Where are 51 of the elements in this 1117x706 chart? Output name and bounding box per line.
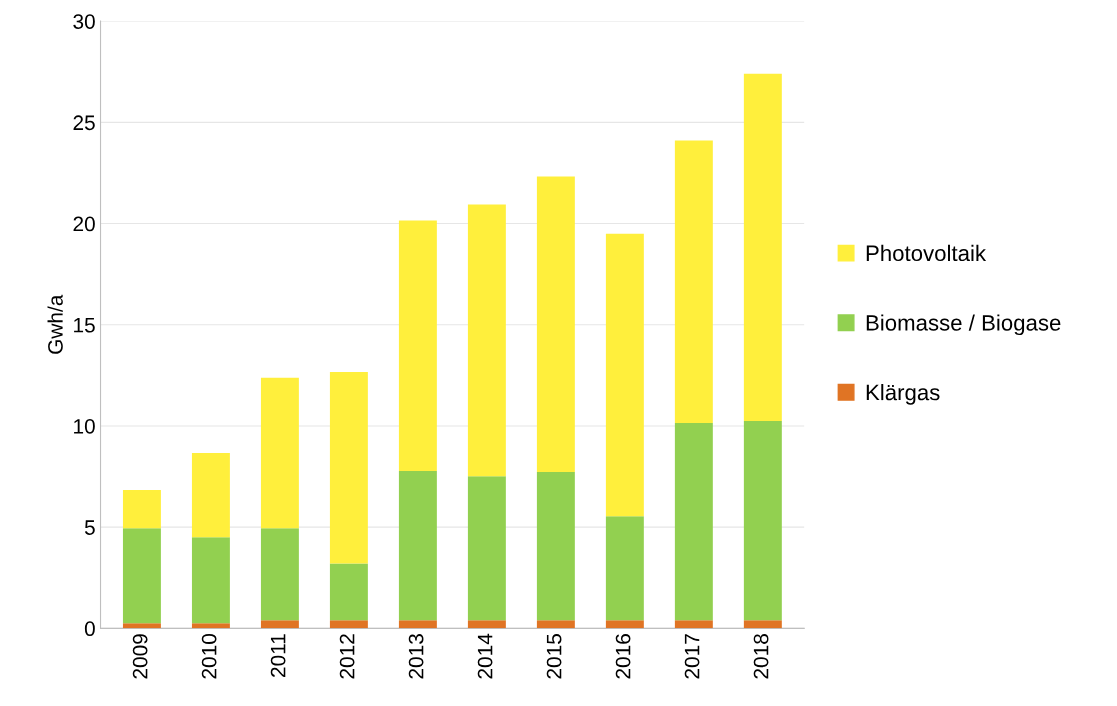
bar	[191, 453, 230, 538]
bar	[674, 620, 713, 629]
y-tick-label: 25	[73, 115, 95, 131]
bar	[674, 422, 713, 621]
bar	[398, 471, 437, 621]
x-tick-label: 2015	[546, 634, 562, 679]
bar	[260, 528, 299, 621]
x-tick-label: 2014	[477, 633, 493, 679]
x-tick-label: 2010	[201, 634, 217, 679]
bar	[743, 73, 782, 421]
bar	[191, 623, 230, 629]
legend-label: Photovoltaik	[866, 244, 987, 262]
y-tick-label: 5	[84, 520, 95, 535]
bar	[674, 140, 713, 423]
x-tick-label: 2018	[753, 634, 769, 679]
x-tick-label: 2017	[684, 634, 700, 679]
x-tick-label: 2013	[408, 634, 424, 679]
bar	[536, 176, 575, 473]
bar	[743, 620, 782, 629]
x-tick-label: 2016	[615, 634, 631, 679]
bar	[605, 620, 644, 629]
y-tick-label: 15	[74, 317, 95, 333]
bar	[398, 220, 437, 472]
bar	[260, 620, 299, 629]
x-tick-label: 2009	[132, 634, 148, 679]
bar	[122, 623, 161, 629]
bar	[536, 472, 575, 621]
y-tick-label: 30	[73, 14, 95, 29]
bar	[743, 420, 782, 621]
bar	[467, 620, 506, 629]
bar	[467, 476, 506, 621]
bar	[329, 371, 368, 564]
legend-label: Klärgas	[866, 384, 940, 405]
bar	[329, 563, 368, 621]
bar	[329, 620, 368, 629]
legend-label: Biomasse / Biogase	[866, 314, 1061, 336]
bar	[122, 490, 161, 529]
y-axis-title: Gwh/a	[47, 294, 63, 354]
bar	[467, 204, 506, 477]
x-tick-label: 2011	[270, 634, 286, 677]
y-tick-label: 0	[84, 621, 95, 637]
y-tick-label: 20	[73, 216, 95, 232]
bar	[122, 528, 161, 624]
bar	[398, 620, 437, 629]
bar	[260, 377, 299, 529]
bar	[536, 620, 575, 629]
x-tick-label: 2012	[339, 634, 355, 679]
bar	[605, 233, 644, 517]
y-tick-label: 10	[74, 418, 95, 434]
bar	[605, 516, 644, 621]
bar	[191, 537, 230, 624]
